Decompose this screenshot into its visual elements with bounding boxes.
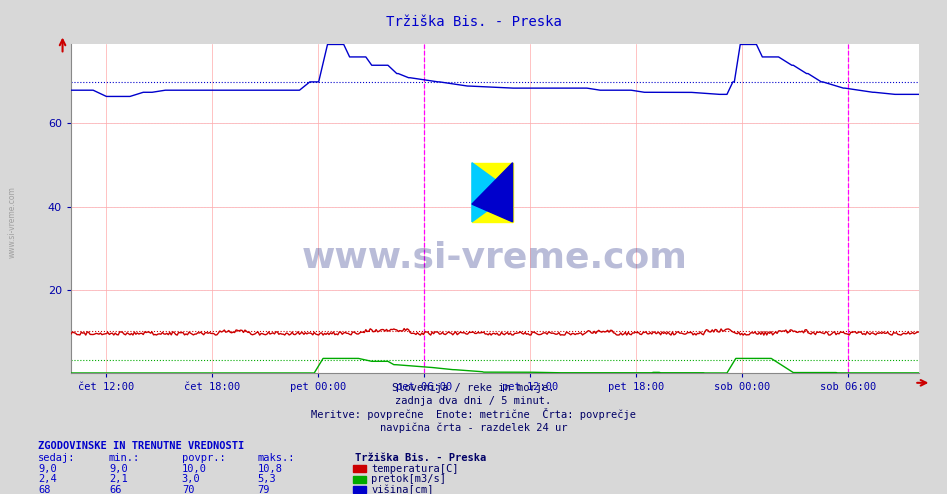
Text: 66: 66: [109, 485, 121, 494]
Text: zadnja dva dni / 5 minut.: zadnja dva dni / 5 minut.: [396, 396, 551, 406]
Text: 2,1: 2,1: [109, 474, 128, 484]
Text: 9,0: 9,0: [38, 464, 57, 474]
Text: pretok[m3/s]: pretok[m3/s]: [371, 474, 446, 484]
Text: 2,4: 2,4: [38, 474, 57, 484]
Text: višina[cm]: višina[cm]: [371, 484, 434, 494]
Text: 10,8: 10,8: [258, 464, 282, 474]
Text: 68: 68: [38, 485, 50, 494]
Bar: [472, 163, 512, 222]
Text: maks.:: maks.:: [258, 453, 295, 463]
Text: 9,0: 9,0: [109, 464, 128, 474]
Text: www.si-vreme.com: www.si-vreme.com: [8, 186, 17, 258]
Text: Tržiška Bis. - Preska: Tržiška Bis. - Preska: [355, 453, 487, 463]
Text: min.:: min.:: [109, 453, 140, 463]
Polygon shape: [472, 163, 512, 222]
Text: 5,3: 5,3: [258, 474, 277, 484]
Polygon shape: [472, 163, 512, 222]
Text: ZGODOVINSKE IN TRENUTNE VREDNOSTI: ZGODOVINSKE IN TRENUTNE VREDNOSTI: [38, 441, 244, 451]
Text: 79: 79: [258, 485, 270, 494]
Text: Tržiška Bis. - Preska: Tržiška Bis. - Preska: [385, 15, 562, 29]
Text: sedaj:: sedaj:: [38, 453, 76, 463]
Text: Slovenija / reke in morje.: Slovenija / reke in morje.: [392, 383, 555, 393]
Text: www.si-vreme.com: www.si-vreme.com: [302, 241, 688, 275]
Text: 3,0: 3,0: [182, 474, 201, 484]
Text: povpr.:: povpr.:: [182, 453, 225, 463]
Text: temperatura[C]: temperatura[C]: [371, 464, 458, 474]
Text: 10,0: 10,0: [182, 464, 206, 474]
Text: Meritve: povprečne  Enote: metrične  Črta: povprečje: Meritve: povprečne Enote: metrične Črta:…: [311, 409, 636, 420]
Text: 70: 70: [182, 485, 194, 494]
Text: navpična črta - razdelek 24 ur: navpična črta - razdelek 24 ur: [380, 422, 567, 433]
